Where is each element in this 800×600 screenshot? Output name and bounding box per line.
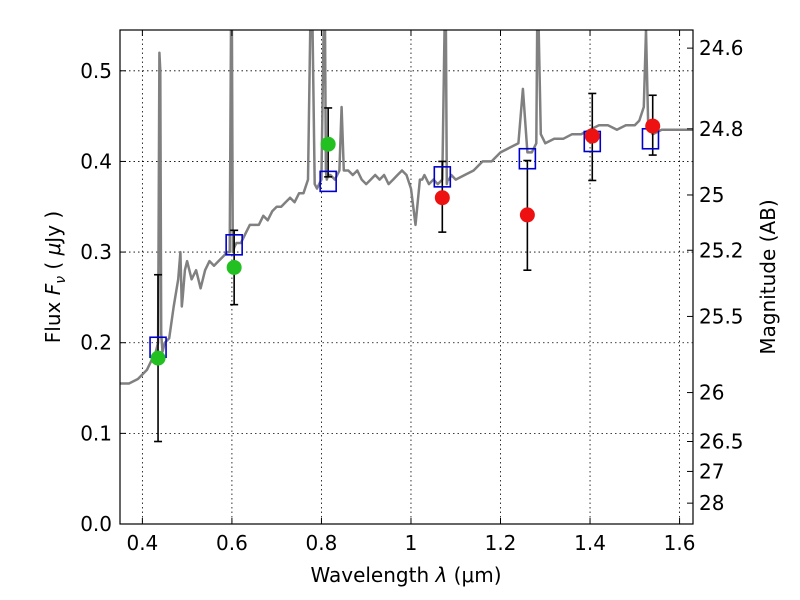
observed-point xyxy=(150,350,166,366)
observed-point xyxy=(645,118,661,134)
x-tick-label: 1.6 xyxy=(664,531,696,555)
x-tick-label: 1 xyxy=(405,531,418,555)
y-tick-label: 0.5 xyxy=(80,59,112,83)
y2-tick-label: 26 xyxy=(699,381,724,405)
observed-point xyxy=(519,207,535,223)
spectrum-line xyxy=(120,30,693,385)
model-point xyxy=(433,166,452,188)
x-tick-label: 0.6 xyxy=(216,531,248,555)
y2-tick-label: 25.2 xyxy=(699,238,744,262)
y2-tick-label: 24.8 xyxy=(699,117,744,141)
observed-point xyxy=(434,190,450,206)
axes-ticks: 0.4 0.6 0.8 1 1.2 1.4 1.6 0.0 0.1 0.2 0.3 0.4 0.5 24.… xyxy=(80,30,744,555)
y2-tick-label: 25 xyxy=(699,183,724,207)
x-tick-label: 0.4 xyxy=(126,531,158,555)
y2-tick-label: 28 xyxy=(699,491,724,515)
y-tick-label: 0.3 xyxy=(80,240,112,264)
y2-axis-label: Magnitude (AB) xyxy=(756,199,780,354)
observed-point xyxy=(226,259,242,275)
x-tick-label: 1.4 xyxy=(574,531,606,555)
plot-frame xyxy=(119,29,694,525)
plot-area xyxy=(120,30,693,443)
y-tick-label: 0.0 xyxy=(80,512,112,536)
model-point xyxy=(319,170,337,193)
x-tick-label: 0.8 xyxy=(306,531,338,555)
y-tick-label: 0.4 xyxy=(80,149,112,173)
y2-tick-label: 25.5 xyxy=(699,304,744,328)
x-axis-label: Wavelength λ (μm) xyxy=(310,563,501,587)
model-point xyxy=(518,147,537,170)
y2-tick-label: 26.5 xyxy=(699,430,744,454)
observed-point xyxy=(320,136,336,152)
observed-point xyxy=(584,128,600,144)
y-axis-label: Flux Fν ( μJy ) xyxy=(41,211,69,343)
model-point xyxy=(225,234,243,256)
y2-tick-label: 27 xyxy=(699,459,724,483)
y2-tick-label: 24.6 xyxy=(699,36,744,60)
y-tick-label: 0.2 xyxy=(80,331,112,355)
x-tick-label: 1.2 xyxy=(485,531,517,555)
y-tick-label: 0.1 xyxy=(80,421,112,445)
